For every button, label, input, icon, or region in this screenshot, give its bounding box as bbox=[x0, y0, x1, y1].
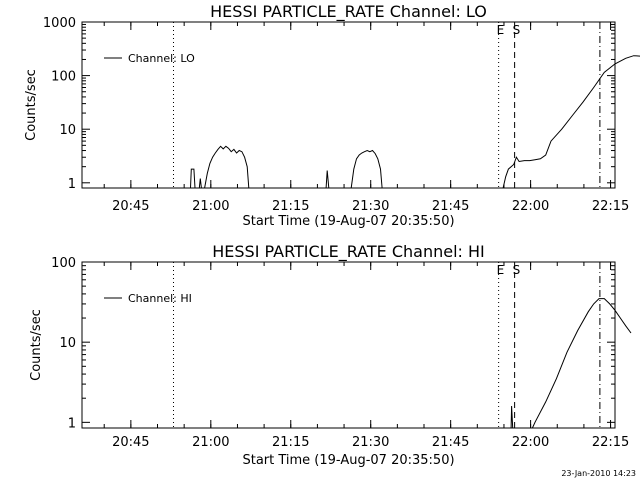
chart1-title: HESSI PARTICLE_RATE Channel: HI bbox=[212, 242, 485, 262]
chart0-series-line bbox=[198, 178, 202, 189]
chart0-plot-frame bbox=[81, 21, 616, 189]
chart1-series-line bbox=[510, 405, 514, 429]
chart1-legend-label: Channel: HI bbox=[128, 292, 192, 305]
chart1-ylabel: Counts/sec bbox=[29, 309, 44, 381]
chart0-series-line bbox=[190, 168, 196, 189]
chart0-marker-label: E bbox=[497, 23, 505, 37]
chart1-marker-label: S bbox=[513, 263, 521, 277]
chart1-ytick-label: 1 bbox=[68, 416, 76, 431]
chart0-series-line bbox=[350, 149, 383, 189]
chart0-title: HESSI PARTICLE_RATE Channel: LO bbox=[210, 2, 487, 22]
chart1-xtick-label: 21:30 bbox=[352, 435, 389, 450]
chart0-ytick-label: 100 bbox=[51, 70, 76, 85]
chart0-ylabel: Counts/sec bbox=[24, 69, 39, 141]
chart0-xtick-label: 22:15 bbox=[592, 199, 629, 214]
chart0-xtick-label: 21:30 bbox=[352, 199, 389, 214]
chart1-xlabel: Start Time (19-Aug-07 20:35:50) bbox=[242, 453, 454, 468]
chart0-xtick-label: 20:45 bbox=[112, 199, 149, 214]
chart1-xtick-label: 21:15 bbox=[272, 435, 309, 450]
chart0-series-line bbox=[502, 55, 640, 189]
chart1-xtick-label: 20:45 bbox=[112, 435, 149, 450]
chart0-ytick-label: 10 bbox=[59, 123, 76, 138]
chart0-xtick-label: 21:15 bbox=[272, 199, 309, 214]
chart1-marker-label: E bbox=[497, 263, 505, 277]
chart0-ytick-label: 1 bbox=[68, 177, 76, 192]
chart0-marker-label: S bbox=[513, 23, 521, 37]
chart0-xtick-label: 21:45 bbox=[432, 199, 469, 214]
chart1-ytick-label: 10 bbox=[59, 336, 76, 351]
chart1-xtick-label: 21:00 bbox=[192, 435, 229, 450]
chart0-xtick-label: 21:00 bbox=[192, 199, 229, 214]
chart1-xtick-label: 22:15 bbox=[592, 435, 629, 450]
chart0-legend-label: Channel: LO bbox=[128, 52, 195, 65]
chart0-series-line bbox=[204, 145, 250, 189]
chart0-xlabel: Start Time (19-Aug-07 20:35:50) bbox=[242, 214, 454, 229]
chart1-series-line bbox=[531, 298, 632, 429]
chart0-xtick-label: 22:00 bbox=[512, 199, 549, 214]
chart1-plot-frame bbox=[81, 261, 616, 429]
chart0-ytick-label: 1000 bbox=[43, 16, 76, 31]
chart1-xtick-label: 21:45 bbox=[432, 435, 469, 450]
footer-timestamp: 23-Jan-2010 14:23 bbox=[561, 469, 636, 478]
chart0-series-line bbox=[325, 170, 330, 189]
chart1-ytick-label: 100 bbox=[51, 256, 76, 271]
chart1-xtick-label: 22:00 bbox=[512, 435, 549, 450]
